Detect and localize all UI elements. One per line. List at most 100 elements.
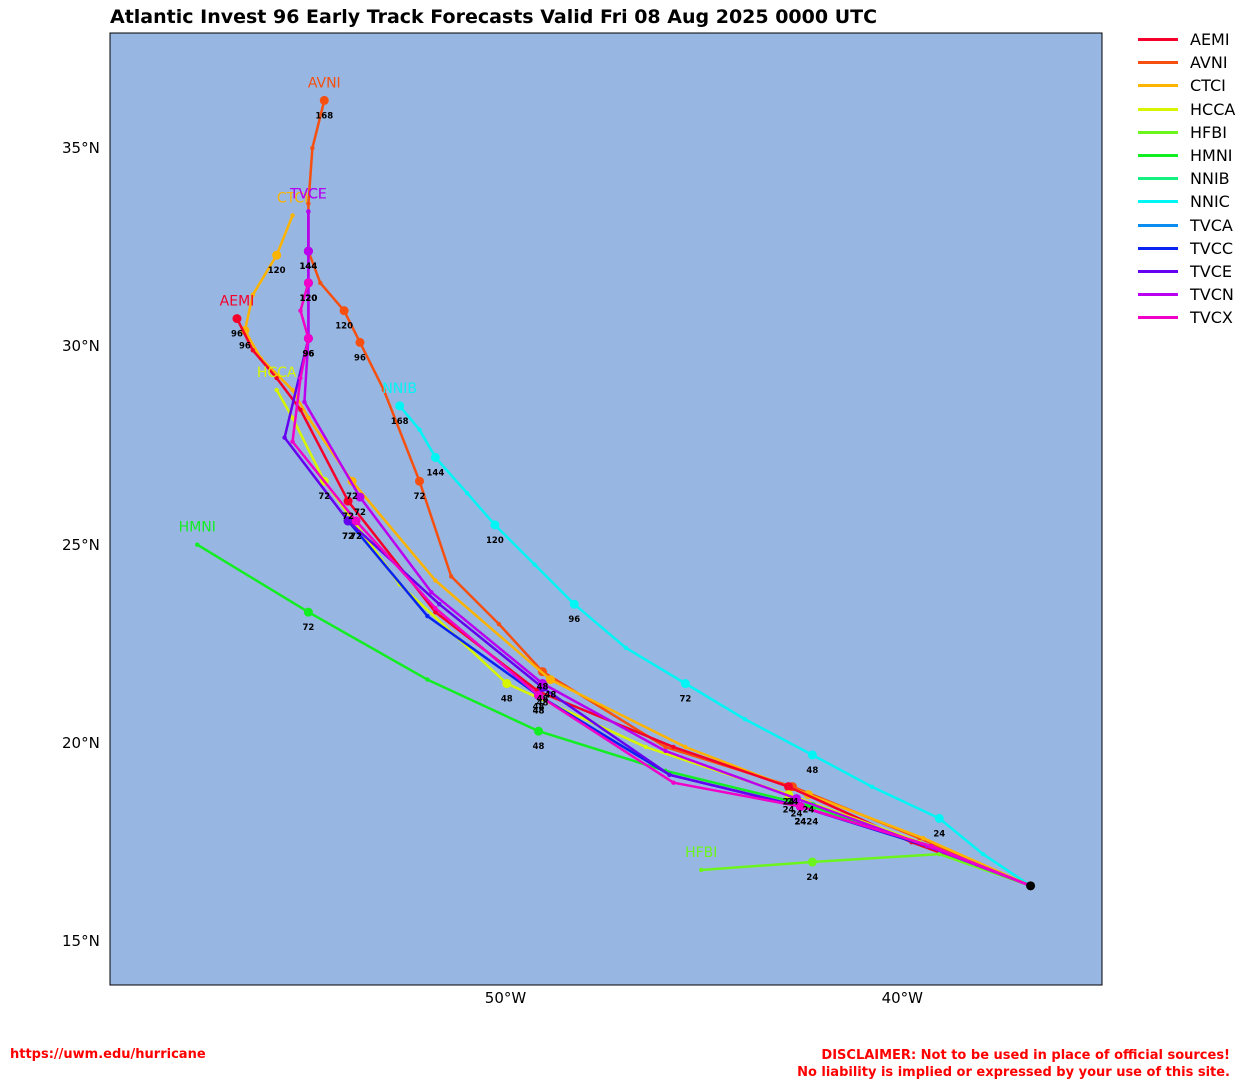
ocean-background <box>109 32 1103 986</box>
track-point <box>343 516 353 526</box>
track-point <box>306 209 311 214</box>
legend-label: TVCE <box>1190 261 1232 281</box>
track-point <box>433 609 438 615</box>
track-point <box>290 387 295 393</box>
track-point <box>795 802 805 811</box>
footer-url-link[interactable]: https://uwm.edu/hurricane <box>10 1047 206 1062</box>
track-point <box>351 516 361 526</box>
forecast-hour-label: 72 <box>302 623 314 633</box>
lon-tick-label: 40°W <box>881 989 924 1007</box>
disclaimer-line-2: No liability is implied or expressed by … <box>797 1065 1230 1080</box>
forecast-hour-label: 72 <box>679 695 691 705</box>
track-point <box>663 744 668 750</box>
forecast-hour-label: 24 <box>933 829 945 839</box>
forecast-hour-label: 72 <box>346 492 358 502</box>
forecast-hour-label: 96 <box>302 349 314 359</box>
track-line-tvcn <box>303 211 1032 887</box>
track-point <box>425 677 430 682</box>
legend-swatch <box>1138 177 1178 181</box>
forecast-hour-label: 48 <box>537 699 549 709</box>
origin-marker <box>1026 881 1036 891</box>
legend-swatch <box>1138 269 1178 273</box>
track-name-label: NNIB <box>382 381 417 397</box>
track-point <box>433 605 438 611</box>
track-point <box>490 520 500 530</box>
track-name-label: HFBI <box>685 845 717 861</box>
track-point <box>569 599 579 609</box>
legend-swatch <box>1138 200 1178 204</box>
track-point <box>869 784 875 789</box>
forecast-hour-label: 24 <box>795 818 807 828</box>
track-point <box>667 772 672 777</box>
track-point <box>680 679 690 689</box>
forecast-hour-label: 120 <box>300 294 318 304</box>
track-point <box>464 490 470 496</box>
track-point <box>429 590 434 595</box>
legend-swatch <box>1138 84 1178 88</box>
legend-item-tvce: TVCE <box>1138 260 1235 283</box>
track-point <box>298 407 303 413</box>
legend-item-tvca: TVCA <box>1138 214 1235 237</box>
track-point <box>395 401 405 411</box>
lon-tick-label: 50°W <box>484 989 527 1007</box>
track-name-label: TVCE <box>289 187 327 203</box>
forecast-hour-label: 24 <box>806 873 818 883</box>
track-name-label: TVCE <box>289 187 327 203</box>
legend-label: TVCC <box>1190 238 1234 258</box>
track-point <box>303 333 313 343</box>
track-point <box>355 337 365 347</box>
labels-layer: 24 48 72 96 120 144 168 NNIB 24 48 72 96 120 144 168 AV… <box>179 75 1036 891</box>
forecast-hour-label: 144 <box>300 262 318 272</box>
forecast-hour-label: 24 <box>783 798 795 808</box>
legend-item-tvcc: TVCC <box>1138 237 1235 260</box>
track-point <box>417 427 422 432</box>
legend-label: TVCN <box>1190 285 1234 305</box>
legend-label: NNIC <box>1190 192 1230 212</box>
forecast-hour-label: 48 <box>533 706 545 716</box>
track-point <box>532 562 537 567</box>
track-tvcx <box>290 278 1032 887</box>
forecast-hour-label: 48 <box>537 683 549 693</box>
track-aemi <box>232 314 1032 887</box>
disclaimer-line-1: DISCLAIMER: Not to be used in place of o… <box>821 1048 1230 1063</box>
forecast-hour-label: 72 <box>414 492 426 502</box>
track-point <box>784 782 794 792</box>
track-name-label: CTCI <box>277 190 308 206</box>
legend-label: HFBI <box>1190 122 1227 142</box>
legend-item-nnic: NNIC <box>1138 190 1235 213</box>
track-point <box>272 250 282 260</box>
track-point <box>807 857 817 867</box>
forecast-hour-label: 120 <box>300 294 318 304</box>
legend-swatch <box>1138 246 1178 250</box>
track-point <box>343 496 353 506</box>
forecast-hour-label: 96 <box>302 349 314 359</box>
track-point <box>433 578 438 583</box>
track-point <box>319 95 329 105</box>
track-point <box>302 399 307 405</box>
legend-label: AVNI <box>1190 53 1228 73</box>
forecast-hour-label: 96 <box>568 615 580 625</box>
forecast-hour-label: 72 <box>342 532 354 542</box>
track-point <box>310 145 315 151</box>
track-point <box>318 280 323 286</box>
track-line-tvcx <box>291 282 1032 887</box>
track-point <box>290 415 295 420</box>
forecast-hour-label: 144 <box>427 468 445 478</box>
track-name-label: AVNI <box>308 75 341 91</box>
track-point <box>671 780 676 785</box>
track-point <box>929 843 934 849</box>
track-point <box>250 292 256 297</box>
forecast-hour-label: 144 <box>300 262 318 272</box>
legend-swatch <box>1138 38 1178 42</box>
legend-label: HCCA <box>1190 99 1236 119</box>
track-point <box>355 492 365 502</box>
forecast-hour-label: 120 <box>335 322 353 332</box>
track-point <box>339 306 349 316</box>
chart-title: Atlantic Invest 96 Early Track Forecasts… <box>110 6 878 28</box>
forecast-hour-label: 24 <box>802 806 814 816</box>
legend-item-tvcx: TVCX <box>1138 306 1235 329</box>
legend-item-avni: AVNI <box>1138 51 1235 74</box>
track-point <box>545 675 555 685</box>
track-point <box>290 213 295 218</box>
